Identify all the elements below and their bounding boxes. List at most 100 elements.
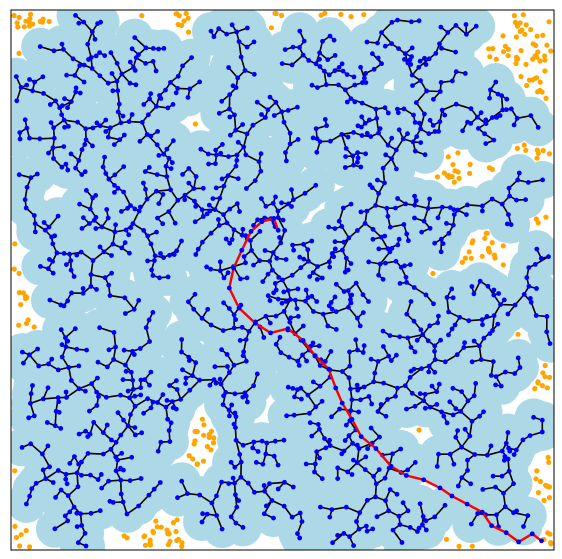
tree-node (243, 337, 249, 342)
tree-node (303, 461, 309, 467)
tree-node (72, 326, 78, 332)
tree-node (21, 360, 26, 366)
tree-node (185, 491, 190, 496)
tree-edge (113, 331, 117, 348)
tree-node (463, 22, 469, 27)
tree-node (109, 437, 114, 443)
tree-node (515, 177, 521, 183)
tree-node (182, 197, 188, 203)
tree-node (254, 99, 260, 105)
tree-node (166, 209, 172, 215)
tree-node (97, 50, 102, 55)
tree-node (165, 105, 171, 111)
tree-node (275, 486, 281, 492)
tree-node (507, 448, 513, 454)
tree-node (295, 104, 300, 110)
free-sample-point (535, 49, 541, 55)
tree-node (224, 220, 230, 226)
free-sample-point (455, 169, 461, 175)
tree-edge (80, 251, 94, 262)
free-sample-point (542, 362, 548, 369)
tree-node (51, 125, 56, 131)
tree-node (503, 369, 508, 375)
tree-node (123, 227, 129, 233)
tree-node (355, 155, 361, 161)
tree-node (311, 309, 316, 314)
tree-node (125, 388, 131, 394)
free-sample-point (348, 14, 354, 20)
tree-node (109, 253, 114, 258)
tree-node (370, 51, 375, 57)
tree-node (130, 377, 136, 383)
tree-node (200, 239, 205, 245)
tree-node (59, 342, 65, 348)
tree-node (99, 485, 105, 491)
tree-node (453, 49, 458, 55)
tree-node (493, 374, 499, 379)
tree-edge (198, 378, 215, 382)
tree-node (513, 447, 519, 453)
tree-node (402, 263, 407, 269)
tree-node (484, 314, 490, 319)
tree-node (154, 188, 159, 194)
tree-edge (277, 216, 286, 232)
tree-node (377, 261, 383, 267)
tree-node (214, 493, 219, 499)
tree-node (263, 451, 269, 457)
tree-node (379, 61, 384, 67)
tree-node (75, 484, 81, 490)
free-sample-point (192, 438, 198, 444)
tree-node (168, 187, 174, 193)
free-sample-point (200, 458, 207, 464)
tree-node (143, 325, 149, 331)
tree-node (148, 91, 154, 97)
tree-node (223, 236, 229, 242)
tree-node (282, 47, 288, 52)
tree-node (175, 73, 181, 79)
tree-edge (455, 103, 472, 110)
plot-frame (10, 9, 555, 551)
tree-node (547, 341, 553, 346)
tree-node (397, 522, 403, 527)
tree-node (251, 39, 257, 45)
tree-node (501, 457, 507, 463)
tree-edge (409, 367, 423, 379)
tree-node (186, 180, 192, 186)
tree-node (172, 220, 178, 226)
path-node (300, 338, 306, 343)
tree-node (191, 186, 197, 192)
tree-node (120, 499, 126, 505)
tree-node (422, 152, 428, 158)
free-sample-point (174, 517, 180, 523)
tree-node (490, 473, 496, 479)
tree-node (437, 41, 442, 47)
tree-node (233, 317, 239, 322)
tree-node (198, 146, 204, 152)
tree-node (161, 46, 167, 51)
tree-node (112, 172, 118, 178)
tree-node (417, 501, 423, 507)
free-sample-point (185, 15, 191, 21)
tree-node (63, 335, 68, 341)
tree-node (289, 514, 295, 520)
tree-node (80, 290, 86, 296)
tree-node (289, 272, 295, 278)
tree-node (75, 119, 80, 125)
tree-node (212, 207, 218, 213)
tree-node (127, 395, 132, 401)
tree-node (431, 301, 436, 307)
tree-node (368, 425, 374, 431)
tree-node (139, 119, 145, 125)
tree-node (128, 369, 134, 375)
tree-node (96, 394, 101, 399)
tree-node (40, 74, 46, 80)
tree-node (72, 73, 78, 78)
tree-node (244, 275, 250, 281)
free-sample-point (194, 461, 201, 467)
tree-node (340, 369, 345, 374)
free-sample-point (201, 432, 207, 438)
free-sample-point (543, 214, 549, 220)
tree-node (262, 488, 267, 494)
tree-node (370, 526, 376, 532)
tree-node (436, 381, 442, 387)
